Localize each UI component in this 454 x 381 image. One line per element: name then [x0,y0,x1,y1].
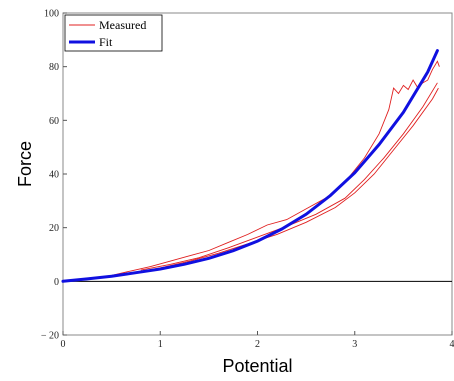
y-tick-label: − 20 [41,331,59,342]
legend: Measured Fit [64,14,163,52]
x-tick-label: 3 [352,339,357,350]
y-tick-label: 60 [49,116,59,127]
y-axis-label: Force [15,141,35,187]
legend-box [64,14,163,52]
legend-label-measured: Measured [99,18,146,32]
y-axis-ticks: − 20 0 20 40 60 80 100 [41,9,67,342]
x-axis-label: Potential [222,356,292,376]
legend-label-fit: Fit [99,35,113,49]
series-line-measured-loop-1 [140,82,438,271]
series-line-fit [61,49,439,283]
series-line-measured-loop-0 [131,87,439,274]
y-tick-label: 100 [44,9,59,20]
series-line-measured [62,60,440,282]
x-tick-label: 4 [450,339,454,350]
y-tick-label: 40 [49,170,59,181]
y-tick-label: 20 [49,223,59,234]
y-tick-label: 80 [49,62,59,73]
x-axis-ticks: 0 1 2 3 4 [61,331,454,350]
x-tick-label: 1 [158,339,163,350]
x-tick-label: 2 [255,339,260,350]
x-tick-label: 0 [61,339,66,350]
plot-frame [62,12,453,336]
series-layer [61,49,440,283]
y-tick-label: 0 [54,277,59,288]
